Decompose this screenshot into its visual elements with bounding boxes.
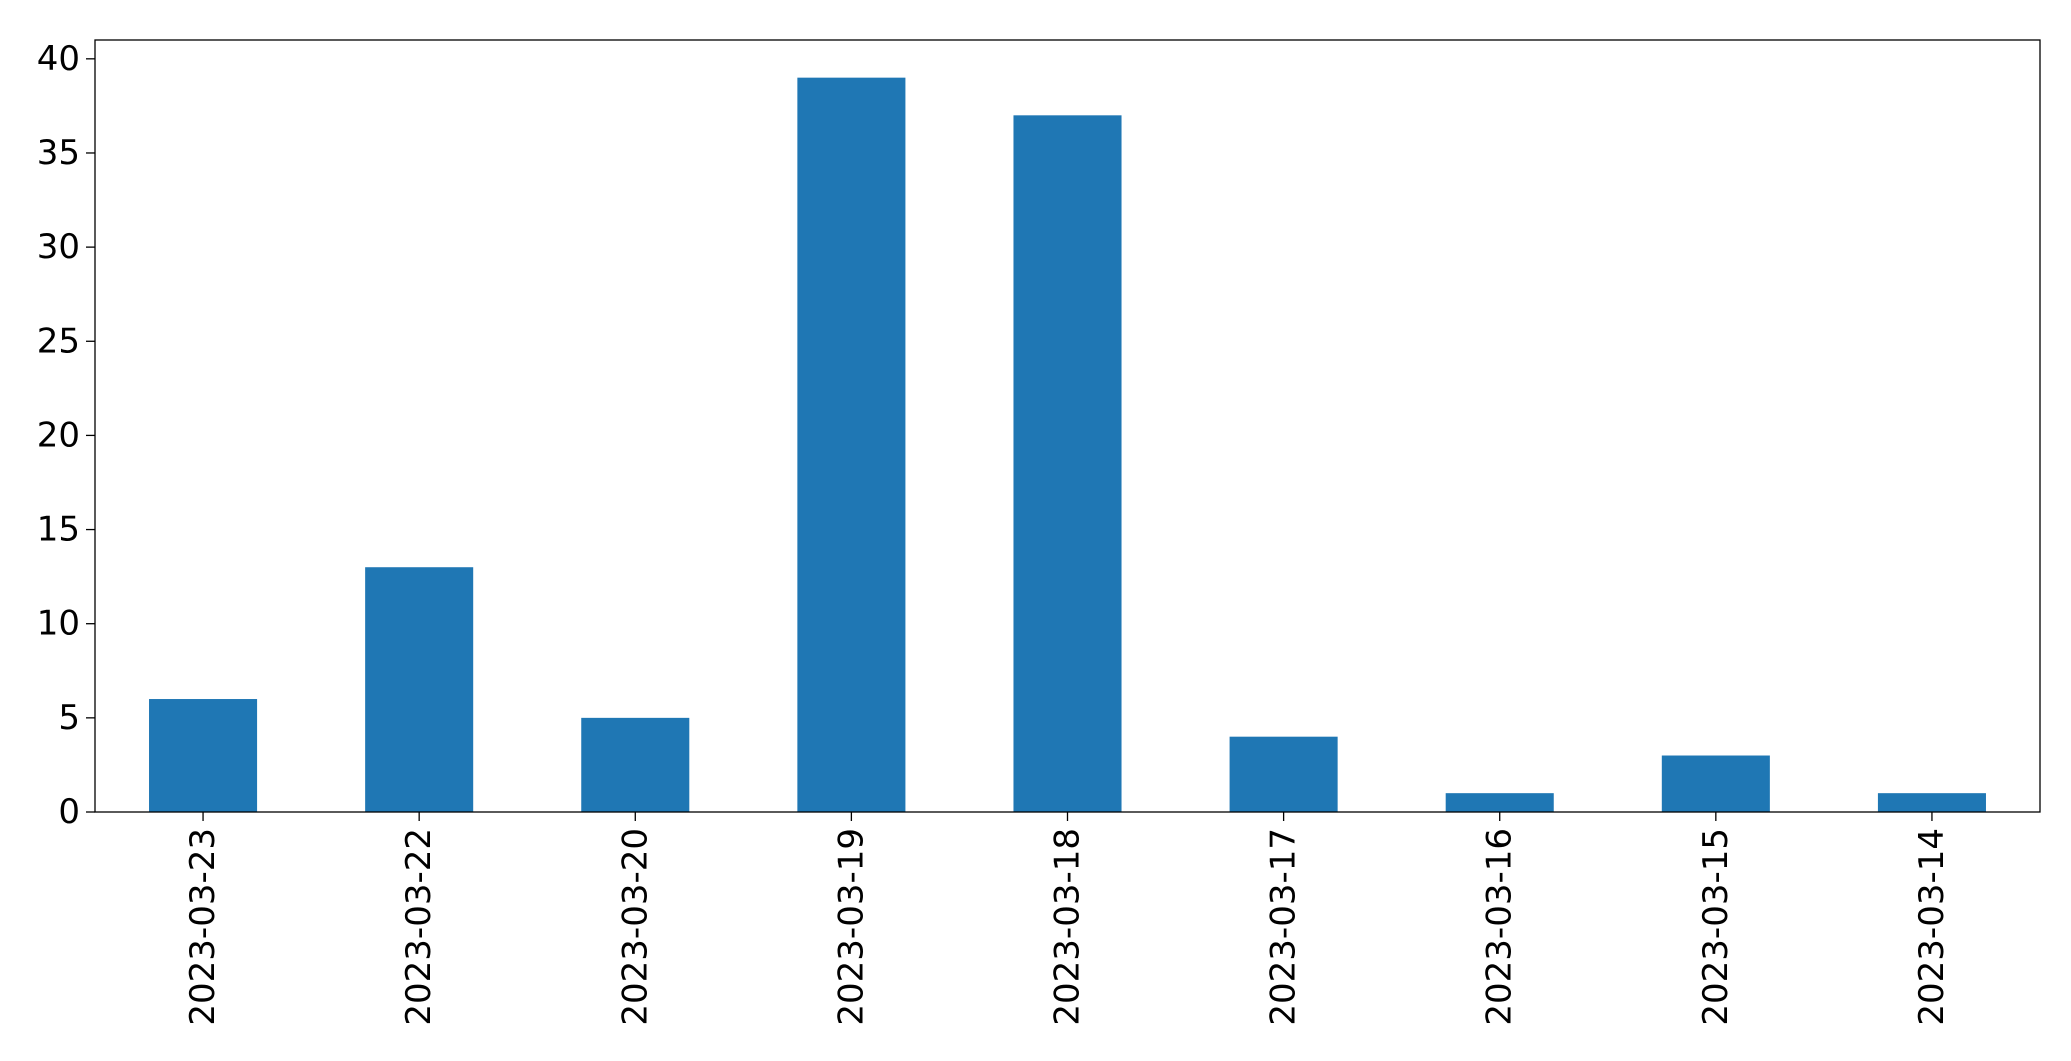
bar-2023-03-20 [581,717,690,812]
y-axis: 0 5 10 15 20 25 30 35 40 [37,39,95,832]
bar-2023-03-16 [1445,793,1554,812]
x-tick-label: 2023-03-23 [183,828,223,1026]
y-tick-label: 30 [37,227,80,267]
bar-2023-03-15 [1661,755,1770,812]
bar-2023-03-23 [149,699,258,812]
x-tick-label: 2023-03-18 [1048,828,1088,1026]
y-tick-label: 40 [37,39,80,79]
x-tick-label: 2023-03-19 [831,828,871,1026]
x-tick-label: 2023-03-17 [1264,828,1304,1026]
y-tick-label: 10 [37,604,80,644]
bar-2023-03-14 [1877,793,1986,812]
y-tick-label: 15 [37,510,80,550]
bar-2023-03-19 [797,77,906,812]
x-tick-label: 2023-03-16 [1480,828,1520,1026]
plot-frame [94,39,2041,813]
y-tick-label: 20 [37,415,80,455]
bar-2023-03-17 [1229,736,1338,812]
x-axis: 2023-03-23 2023-03-22 2023-03-20 2023-03-19… [183,812,1952,1026]
x-tick-label: 2023-03-14 [1912,828,1952,1026]
y-tick-label: 5 [58,698,80,738]
bars-group [149,77,1986,812]
x-tick-label: 2023-03-22 [399,828,439,1026]
y-tick-label: 25 [37,321,80,361]
y-tick-label: 35 [37,133,80,173]
x-tick-label: 2023-03-20 [615,828,655,1026]
x-tick-label: 2023-03-15 [1696,828,1736,1026]
bar-2023-03-18 [1013,115,1122,812]
y-tick-label: 0 [58,792,80,832]
bar-2023-03-22 [365,567,474,812]
